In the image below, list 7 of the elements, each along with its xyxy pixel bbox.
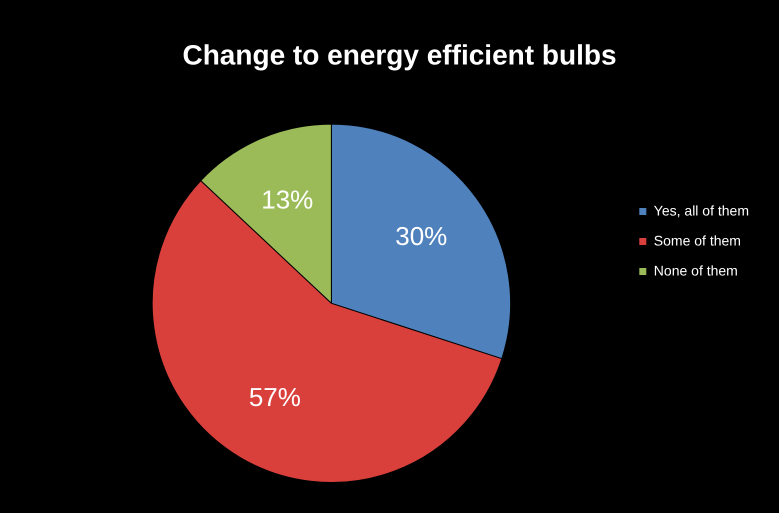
legend-label: Yes, all of them bbox=[654, 202, 750, 218]
data-label: 57% bbox=[248, 382, 301, 412]
legend-label: None of them bbox=[654, 262, 738, 278]
legend-label: Some of them bbox=[654, 232, 741, 248]
chart-title: Change to energy efficient bulbs bbox=[182, 40, 617, 71]
data-label: 30% bbox=[395, 221, 448, 252]
data-label: 13% bbox=[261, 184, 314, 215]
